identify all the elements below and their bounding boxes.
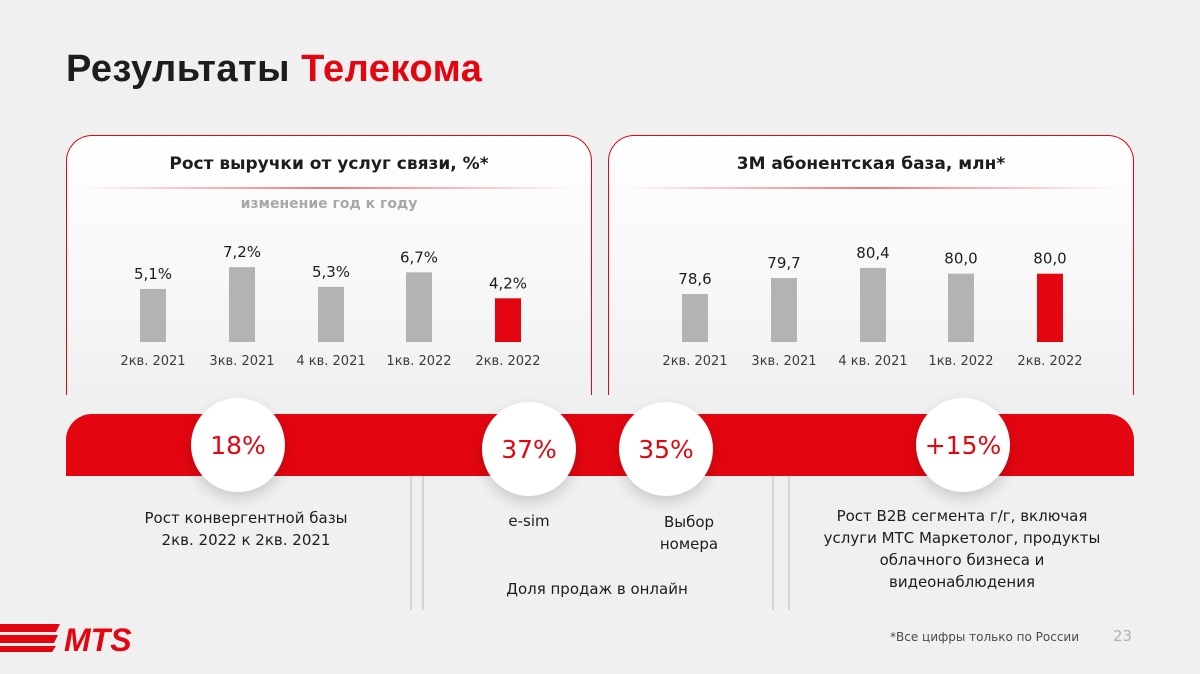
data-label-4: 80,0 [944, 250, 977, 268]
category-label-3: 4 кв. 2021 [296, 354, 365, 369]
kpi-convergent-text: Рост конвергентной базы 2кв. 2022 к 2кв.… [96, 507, 396, 551]
subscriber-base-card: 3М абонентская база, млн* 78,6 2кв. 2021 7… [608, 135, 1134, 395]
panel-divider [422, 476, 424, 610]
bar-2 [771, 278, 797, 342]
kpi-convergent-line1: Рост конвергентной базы [144, 509, 348, 527]
category-label-5: 2кв. 2022 [475, 354, 540, 369]
kpi-b2b-line: услуги МТС Маркетолог, продукты [823, 529, 1101, 547]
kpi-b2b-line: Рост B2B сегмента г/г, включая [836, 507, 1088, 525]
bar-4 [948, 273, 974, 342]
bar-5 [1037, 273, 1063, 342]
kpi-panel-convergent [66, 476, 410, 610]
data-label-5: 4,2% [489, 274, 527, 292]
data-label-2: 79,7 [767, 254, 800, 272]
page-title: Результаты Телекома [66, 48, 482, 91]
kpi-convergent-line2: 2кв. 2022 к 2кв. 2021 [161, 531, 331, 549]
data-label-1: 5,1% [134, 265, 172, 283]
kpi-b2b-text: Рост B2B сегмента г/г, включая услуги МТ… [802, 505, 1122, 593]
kpi-number-line2: номера [659, 535, 719, 553]
revenue-chart-subtitle: изменение год к году [240, 196, 418, 212]
kpi-number-line1: Выбор [663, 513, 715, 531]
mts-logo: MTS [0, 622, 132, 654]
footnote: *Все цифры только по России [890, 630, 1080, 644]
category-label-1: 2кв. 2021 [662, 354, 727, 369]
kpi-online-caption: Доля продаж в онлайн [506, 580, 688, 598]
data-label-3: 5,3% [312, 263, 350, 281]
kpi-b2b-line: видеонаблюдения [888, 573, 1035, 591]
page-number: 23 [1113, 627, 1133, 645]
subscriber-chart-title: 3М абонентская база, млн* [736, 154, 1006, 174]
data-label-4: 6,7% [400, 248, 438, 266]
data-label-1: 78,6 [678, 270, 711, 288]
kpi-number-label: Выбор номера [619, 511, 759, 555]
panel-divider [788, 476, 790, 610]
title-accent: Телекома [301, 48, 483, 90]
data-label-3: 80,4 [856, 244, 889, 262]
category-label-4: 1кв. 2022 [928, 354, 993, 369]
bar-1 [682, 294, 708, 342]
bar-5 [495, 298, 521, 342]
category-label-5: 2кв. 2022 [1017, 354, 1082, 369]
category-label-4: 1кв. 2022 [386, 354, 451, 369]
data-label-2: 7,2% [223, 243, 261, 261]
kpi-b2b-line: облачного бизнеса и [879, 551, 1045, 569]
kpi-panel-online [424, 476, 770, 610]
card-divider [625, 187, 1117, 189]
kpi-circle-number: 35% [619, 402, 713, 496]
kpi-panel-b2b [790, 476, 1134, 610]
bar-1 [140, 288, 166, 342]
kpi-circle-esim: 37% [482, 402, 576, 496]
logo-text: MTS [64, 622, 132, 654]
category-label-1: 2кв. 2021 [120, 354, 185, 369]
card-divider [83, 187, 575, 189]
bar-3 [318, 286, 344, 342]
panel-divider [410, 476, 412, 610]
category-label-3: 4 кв. 2021 [838, 354, 907, 369]
category-label-2: 3кв. 2021 [209, 354, 274, 369]
data-label-5: 80,0 [1033, 250, 1066, 268]
kpi-circle-b2b: +15% [916, 398, 1010, 492]
panel-divider [772, 476, 774, 610]
kpi-circle-convergent: 18% [191, 398, 285, 492]
revenue-chart-title: Рост выручки от услуг связи, %* [169, 154, 489, 174]
title-main: Результаты [66, 48, 291, 90]
kpi-esim-label: e-sim [508, 512, 550, 530]
revenue-growth-card: Рост выручки от услуг связи, %* изменени… [66, 135, 592, 395]
subscriber-bar-chart: 78,6 2кв. 2021 79,7 3кв. 2021 80,4 4 кв. 2021… [662, 244, 1082, 369]
bar-3 [860, 267, 886, 342]
bar-4 [406, 272, 432, 342]
category-label-2: 3кв. 2021 [751, 354, 816, 369]
bar-2 [229, 267, 255, 342]
revenue-bar-chart: 5,1% 2кв. 2021 7,2% 3кв. 2021 5,3% 4 кв. 2021… [120, 243, 540, 369]
